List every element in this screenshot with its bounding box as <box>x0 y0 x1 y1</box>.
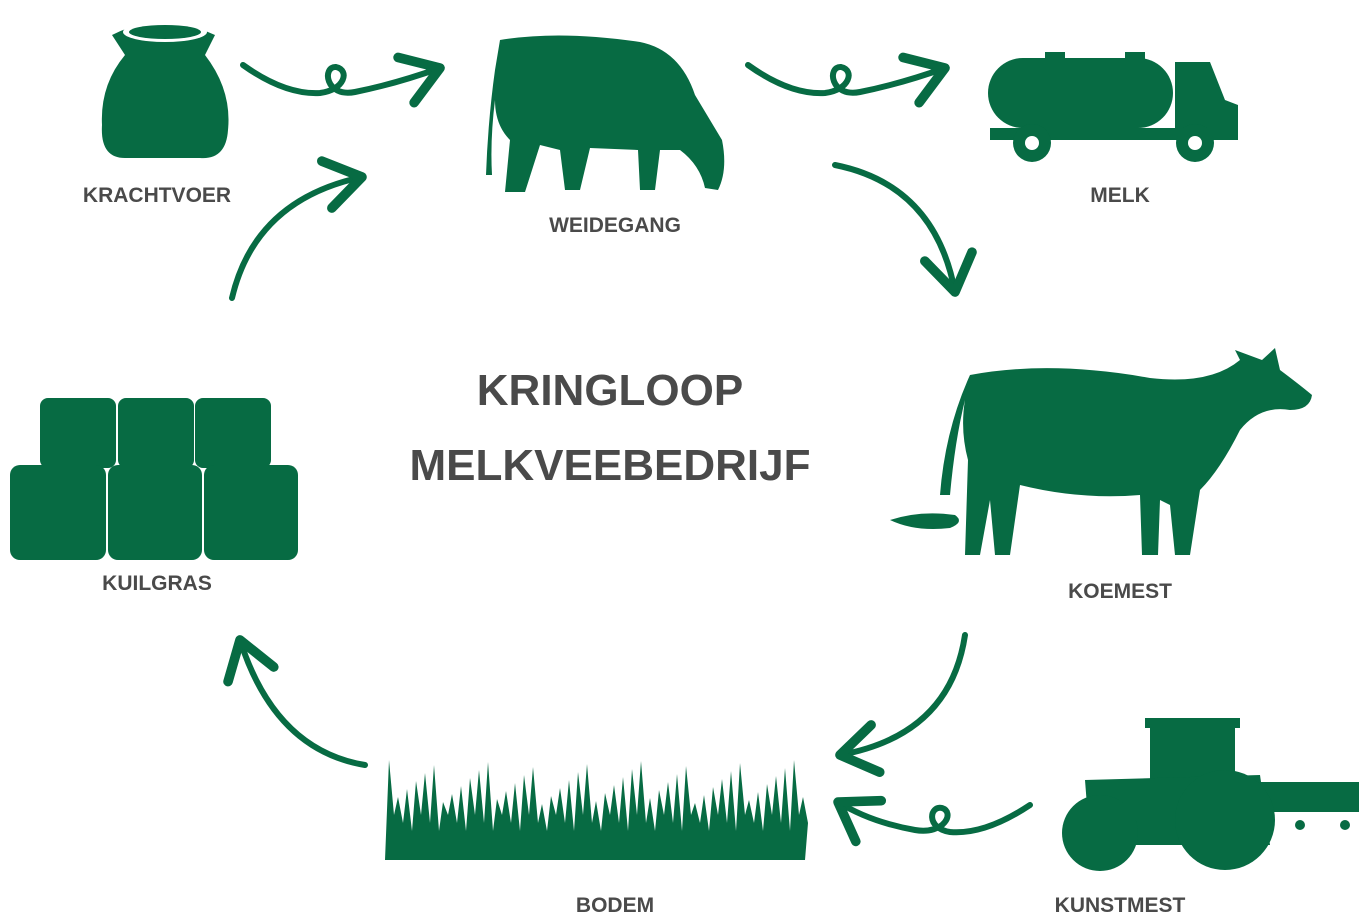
arrow <box>748 65 945 93</box>
node-label: KUILGRAS <box>102 572 212 595</box>
title-line: MELKVEEBEDRIJF <box>410 441 811 490</box>
milk-truck-icon <box>988 52 1238 162</box>
diagram: KRINGLOOP MELKVEEBEDRIJF KRACHTVOER WEID… <box>0 0 1359 913</box>
cow-icon <box>890 348 1312 555</box>
arrow <box>838 802 1030 832</box>
node-label: KRACHTVOER <box>83 184 231 207</box>
arrow <box>835 165 955 292</box>
arrow <box>840 635 965 755</box>
grazing-cow-icon <box>486 35 724 192</box>
bales-icon <box>10 398 298 560</box>
node-label: KUNSTMEST <box>1055 894 1186 913</box>
tractor-icon <box>1062 718 1359 871</box>
node-label: WEIDEGANG <box>549 214 681 237</box>
title-line: KRINGLOOP <box>477 366 743 415</box>
arrow <box>243 65 440 93</box>
node-label: MELK <box>1090 184 1150 207</box>
page: {"title": {"lines": ["KRINGLOOP", "MELKV… <box>0 0 1359 913</box>
sack-icon <box>102 22 229 158</box>
arrow <box>240 640 365 765</box>
node-label: KOEMEST <box>1068 580 1172 603</box>
grass-icon <box>385 760 808 860</box>
node-label: BODEM <box>576 894 654 913</box>
arrow <box>232 177 362 298</box>
grass-blades <box>385 760 808 860</box>
